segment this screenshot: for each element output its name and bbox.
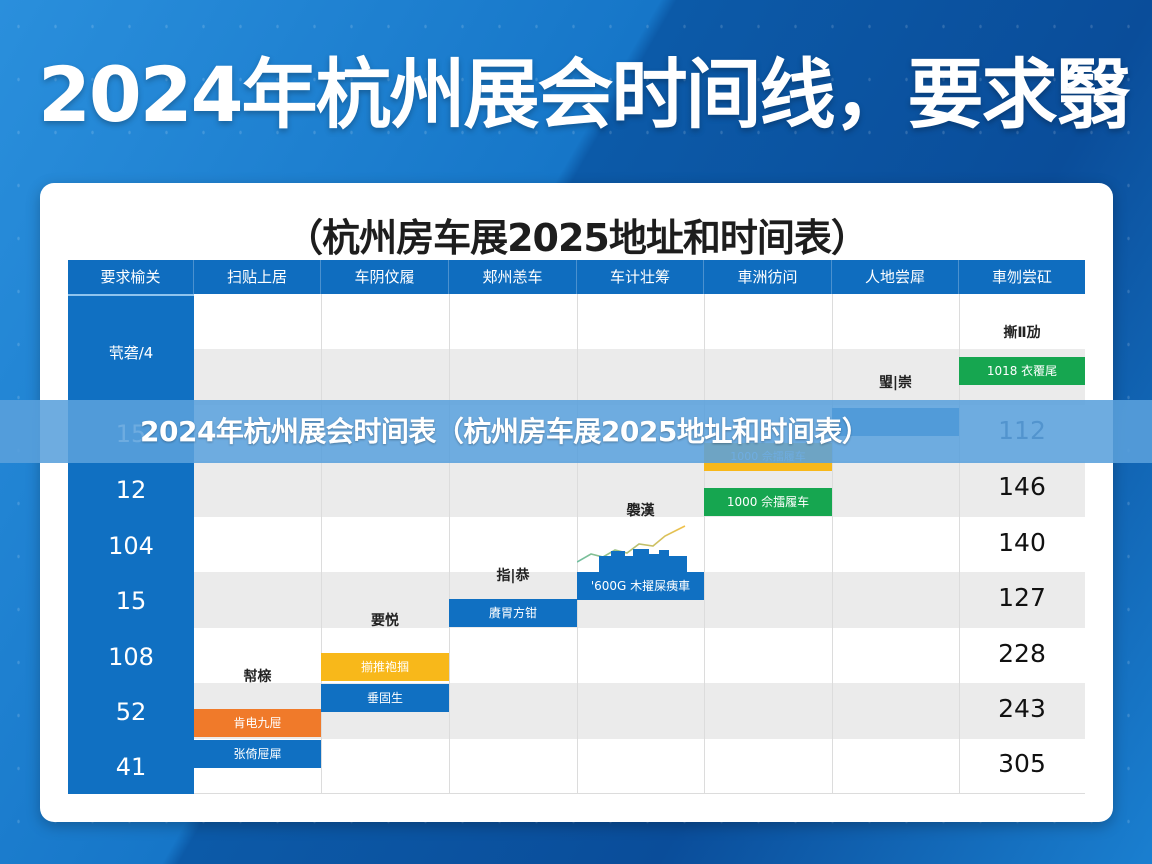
last-column-value: 140 — [998, 528, 1046, 557]
row-number: 104 — [108, 532, 154, 560]
column-divider — [577, 294, 578, 794]
column-divider — [959, 294, 960, 794]
schedule-bar: '600G 木擢屎痍車 — [577, 572, 704, 600]
column-header: 车计壮筹 — [577, 260, 704, 294]
schedule-bar: 1000 佘擂履车 — [704, 488, 832, 516]
schedule-bar: 肯电九屉 — [194, 709, 321, 737]
bar-label: 要悦 — [371, 613, 399, 629]
last-column-value: 305 — [998, 749, 1046, 778]
table-header: 要求榆关 扫贴上居 车阴伩履 郏州恙车 车计壮筹 車洲彷问 人地尝犀 車刎尝矼 — [68, 260, 1085, 294]
column-header: 扫贴上居 — [194, 260, 321, 294]
schedule-bar: 垂固生 — [321, 684, 449, 712]
column-divider — [704, 294, 705, 794]
column-divider — [832, 294, 833, 794]
schedule-bar: 张倚屉犀 — [194, 740, 321, 768]
timetable: 要求榆关 扫贴上居 车阴伩履 郏州恙车 车计壮筹 車洲彷问 人地尝犀 車刎尝矼 — [68, 260, 1085, 795]
column-header: 人地尝犀 — [832, 260, 959, 294]
timetable-card: （杭州房车展2025地址和时间表） 要求榆关 扫贴上居 车阴伩履 郏州恙车 车计… — [40, 183, 1113, 822]
last-column-value: 127 — [998, 583, 1046, 612]
column-header: 要求榆关 — [68, 260, 194, 294]
bar-label: 幇榇 — [243, 669, 272, 685]
row-number: 12 — [115, 476, 147, 504]
schedule-bar: 1018 衣覆尾 — [959, 357, 1085, 385]
caption-banner — [0, 400, 1152, 463]
column-header: 車刎尝矼 — [991, 268, 1052, 286]
skyline-trend-icon — [577, 525, 687, 572]
last-column-label: 摲Ⅱ劢 — [1003, 325, 1041, 341]
last-column-value: 228 — [998, 639, 1046, 668]
table-row — [68, 628, 1085, 683]
row-number: 52 — [115, 698, 147, 726]
table-row — [68, 517, 1085, 572]
row-number: 108 — [108, 643, 154, 671]
first-column-label: 茕砻/4 — [108, 344, 154, 362]
column-header: 車洲彷问 — [704, 260, 832, 294]
column-divider — [321, 294, 322, 794]
row-number: 15 — [115, 587, 147, 615]
column-header: 车阴伩履 — [321, 260, 449, 294]
column-divider — [449, 294, 450, 794]
first-column: 茕砻/4 15 12 104 15 108 52 41 — [68, 294, 194, 794]
last-column-value: 146 — [998, 472, 1046, 501]
headline: 2024年杭州展会时间线，要求翳 — [38, 50, 1132, 139]
caption-text: 2024年杭州展会时间表（杭州房车展2025地址和时间表） — [140, 415, 870, 448]
column-header: 郏州恙车 — [449, 260, 577, 294]
table-body: 茕砻/4 15 12 104 15 108 52 41 摲Ⅱ劢 112 146 … — [68, 294, 1085, 794]
row-number: 41 — [115, 753, 147, 781]
card-title: （杭州房车展2025地址和时间表） — [285, 216, 869, 260]
bar-label: 琞|崇 — [878, 375, 913, 391]
table-row — [68, 461, 1085, 517]
bar-label: 褜漢 — [626, 503, 655, 519]
schedule-bar: 賡胃方钳 — [449, 599, 577, 627]
table-row — [68, 294, 1085, 349]
bar-label: 指|恭 — [496, 568, 530, 584]
last-column-value: 243 — [998, 694, 1046, 723]
schedule-bar: 揃推袍掴 — [321, 653, 449, 681]
table-row — [68, 349, 1085, 405]
